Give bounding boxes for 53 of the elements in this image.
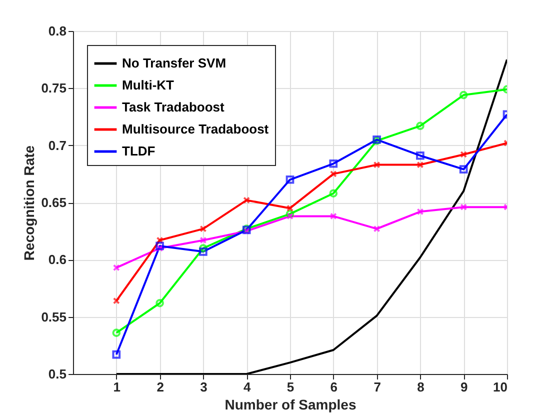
legend-label: Task Tradaboost: [122, 100, 226, 114]
point: [286, 212, 294, 220]
x-tick-label: 4: [243, 380, 252, 394]
point: [199, 248, 208, 256]
point: [199, 244, 208, 252]
x-tick-label: 3: [200, 380, 208, 394]
y-tick-label: 0.6: [48, 252, 66, 268]
point: [459, 165, 468, 174]
x-tick-label: 2: [156, 380, 164, 394]
point: [329, 189, 338, 198]
point: [460, 150, 468, 158]
legend-label: TLDF: [122, 144, 156, 158]
point: [373, 225, 380, 232]
legend-label: Multisource Tradaboost: [122, 122, 270, 136]
point: [459, 90, 468, 100]
legend-label: Multi-KT: [122, 78, 174, 92]
y-axis-title: Recognition Rate: [21, 145, 38, 261]
x-tick-label: 5: [286, 380, 294, 394]
x-tick-label: 7: [374, 380, 381, 394]
y-tick-label: 0.7: [48, 138, 66, 153]
point: [416, 151, 424, 160]
point: [156, 298, 164, 308]
y-tick-label: 0.8: [48, 24, 66, 38]
point: [156, 244, 164, 252]
line-series: [115, 58, 507, 374]
point: [329, 159, 338, 168]
y-tick-label: 0.5: [48, 366, 66, 382]
x-tick-label: 9: [460, 380, 468, 394]
x-axis-title: Number of Samples: [224, 396, 356, 412]
y-tick-label: 0.75: [41, 80, 66, 96]
x-tick-label: 10: [493, 380, 508, 394]
point: [200, 236, 207, 244]
point: [200, 225, 207, 232]
point: [416, 208, 424, 216]
point: [286, 210, 294, 218]
x-tick-label: 1: [113, 380, 121, 394]
point: [330, 212, 337, 220]
point: [286, 175, 294, 184]
point: [112, 350, 121, 359]
point: [330, 170, 337, 178]
point: [416, 161, 424, 168]
point: [416, 122, 424, 130]
point: [243, 196, 250, 204]
y-tick-label: 0.55: [41, 309, 66, 324]
legend-label: No Transfer SVM: [122, 56, 226, 70]
point: [156, 236, 164, 244]
point: [286, 204, 294, 212]
point: [460, 204, 468, 211]
y-tick-label: 0.65: [41, 195, 66, 210]
x-tick-label: 8: [417, 380, 424, 394]
point: [373, 161, 380, 168]
point: [156, 242, 164, 250]
x-tick-label: 6: [330, 380, 338, 394]
